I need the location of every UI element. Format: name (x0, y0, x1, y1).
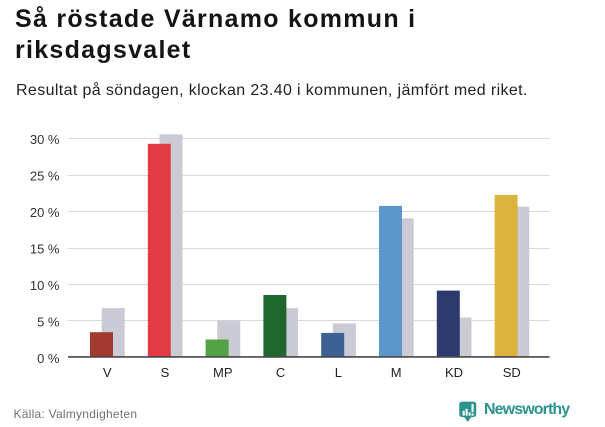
svg-text:0 %: 0 % (37, 351, 60, 366)
svg-text:25 %: 25 % (30, 168, 60, 183)
svg-text:L: L (335, 365, 342, 380)
svg-text:5 %: 5 % (37, 314, 60, 329)
svg-text:30 %: 30 % (30, 132, 60, 147)
svg-text:15 %: 15 % (30, 241, 60, 256)
svg-text:C: C (276, 365, 285, 380)
svg-text:20 %: 20 % (30, 205, 60, 220)
svg-text:V: V (103, 365, 112, 380)
svg-text:MP: MP (213, 365, 233, 380)
svg-text:10 %: 10 % (30, 278, 60, 293)
svg-text:SD: SD (503, 365, 521, 380)
svg-text:KD: KD (445, 365, 463, 380)
svg-text:M: M (391, 365, 402, 380)
svg-text:S: S (161, 365, 170, 380)
